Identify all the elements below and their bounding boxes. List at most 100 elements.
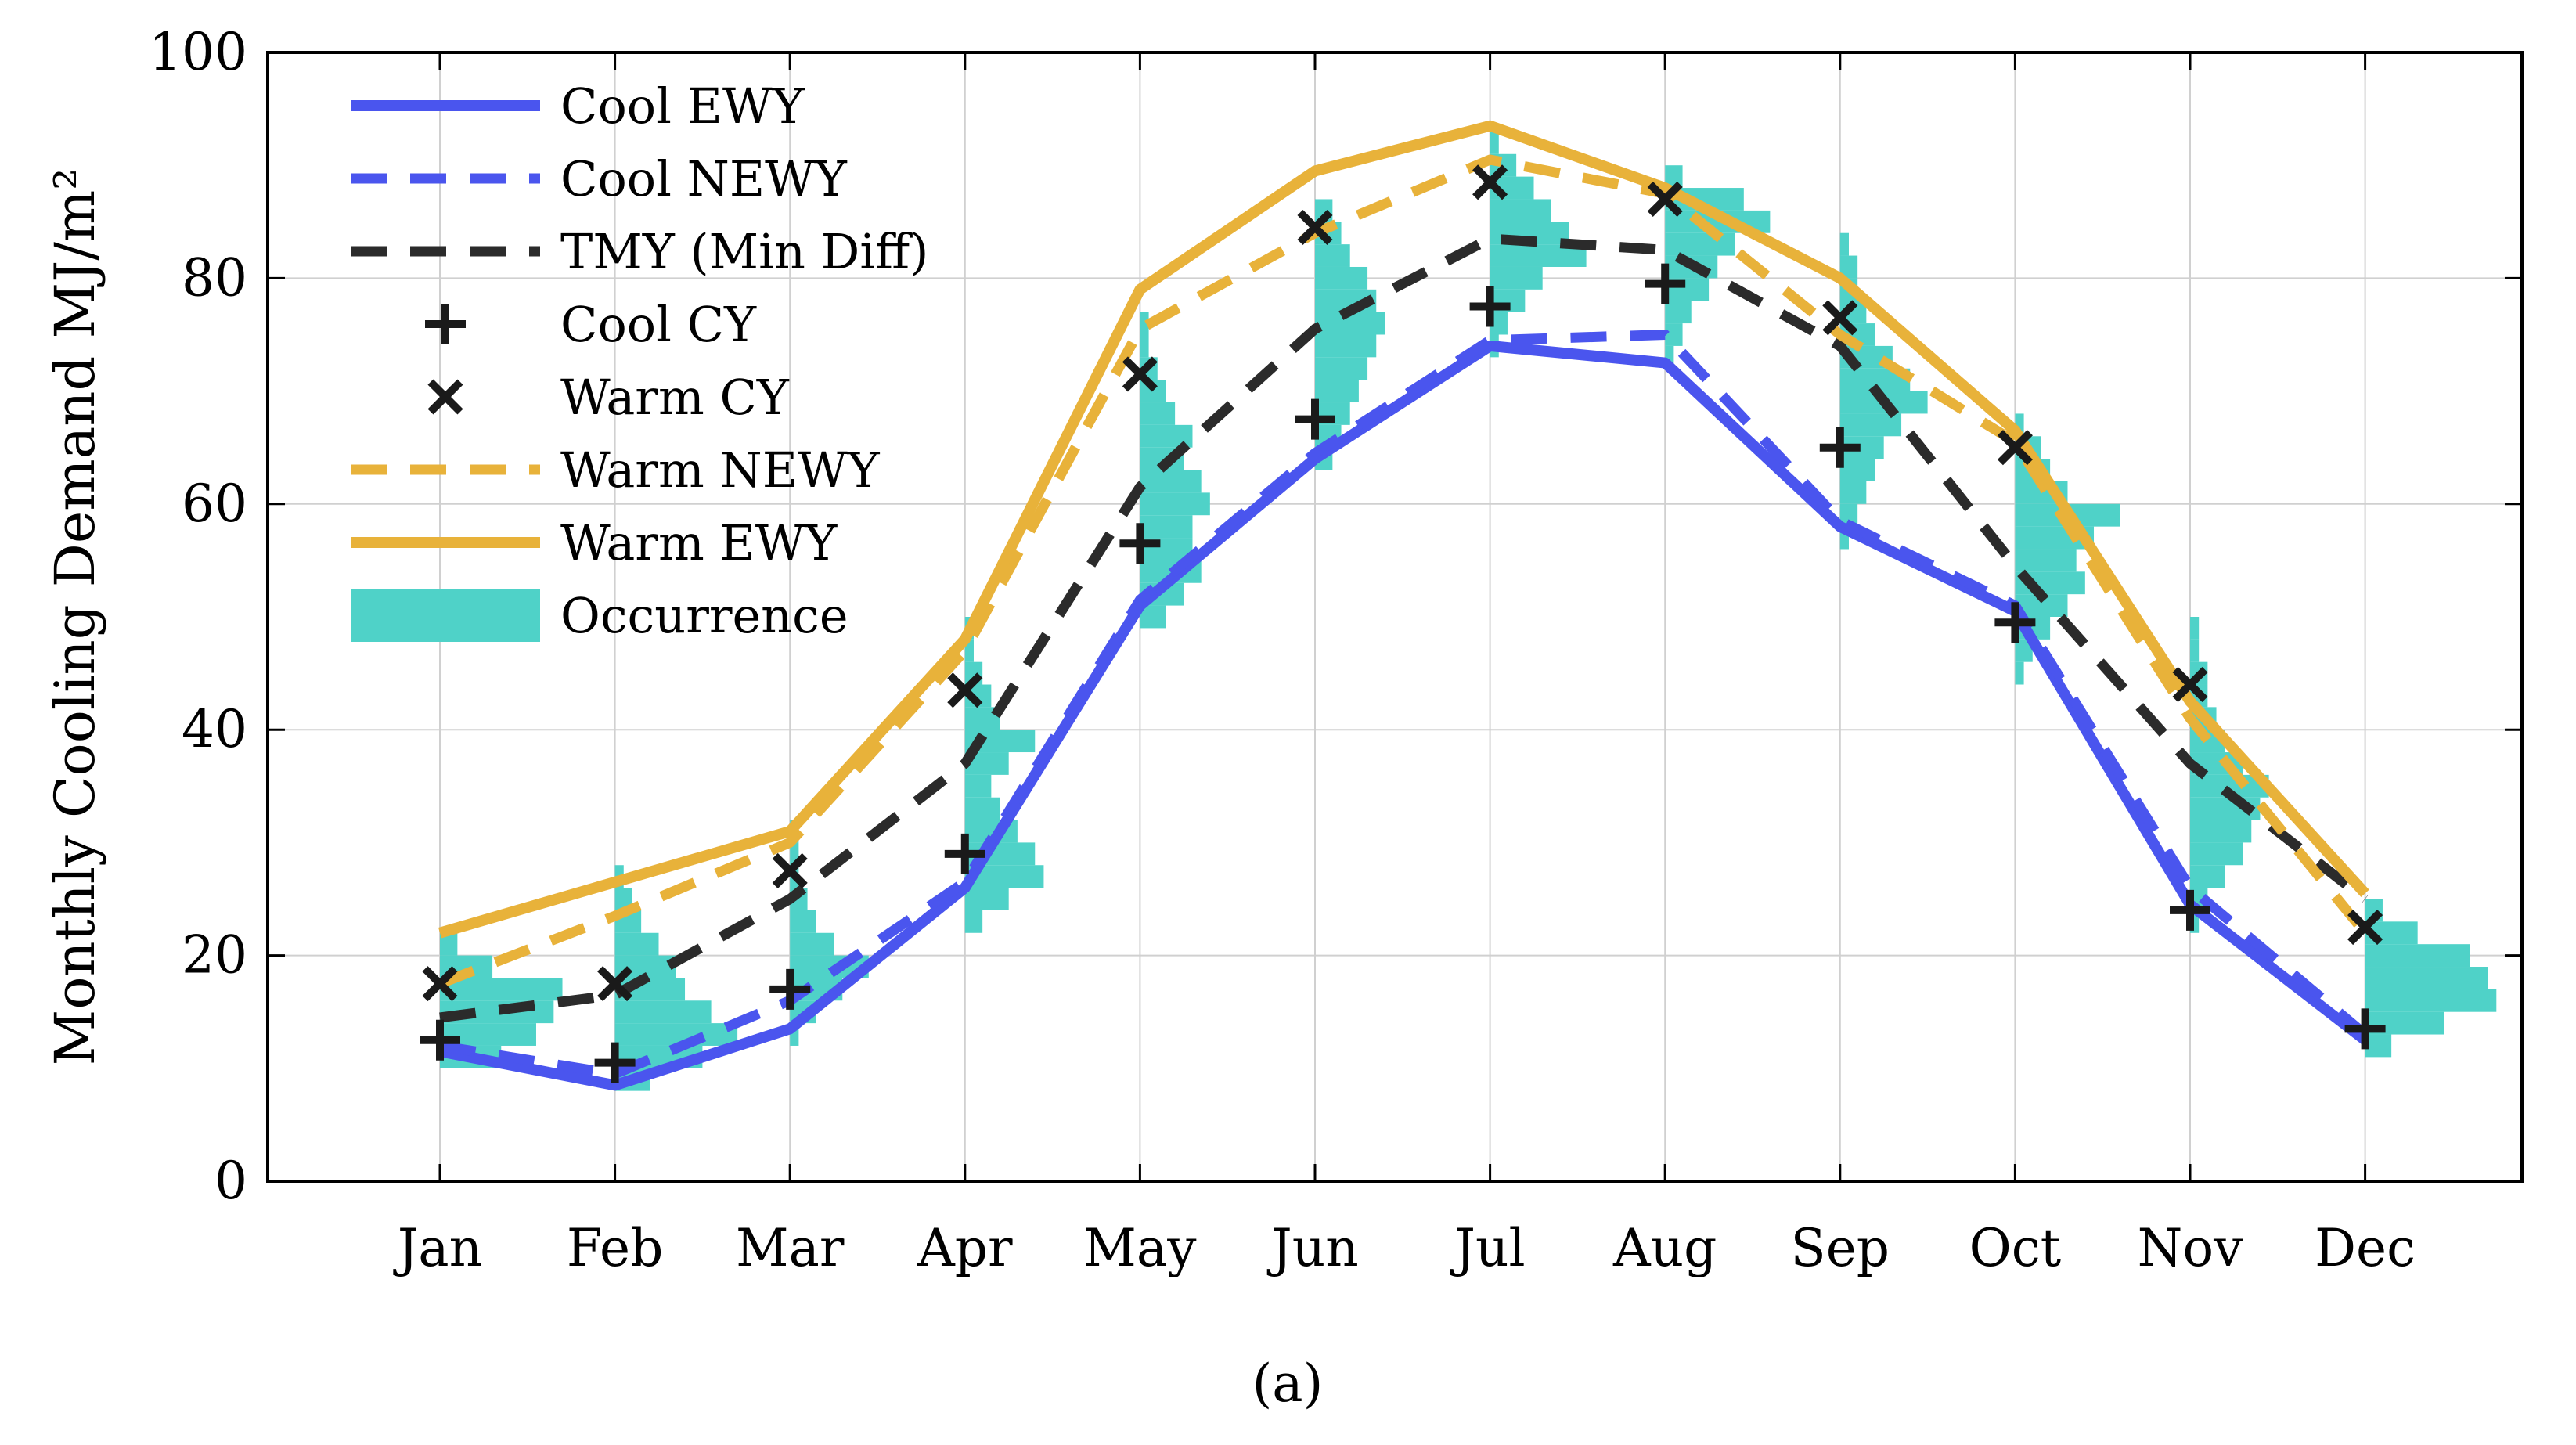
legend-item-cool-newy: Cool NEWY: [351, 150, 848, 207]
occurrence-bar-jun-74: [1315, 334, 1377, 358]
occurrence-bar-aug-83: [1665, 232, 1735, 256]
occurrence-bar-jul-80: [1490, 266, 1543, 290]
marker-cool-cy-mar: [769, 968, 811, 1010]
occurrence-bar-mar-29: [790, 842, 799, 866]
marker-warm-cy-sep-b: [1822, 300, 1858, 336]
marker-warm-cy-sep: [1822, 300, 1858, 336]
occurrence-bar-may-60: [1140, 492, 1210, 516]
marker-cool-cy-jan: [420, 1019, 460, 1061]
x-tick-label-apr: Apr: [917, 1218, 1013, 1278]
marker-cool-cy-sep: [1819, 427, 1861, 468]
occurrence-bar-nov-29: [2190, 842, 2243, 866]
occurrence-bar-sep-57: [1839, 526, 1849, 550]
y-tick-label-0: 0: [214, 1151, 247, 1211]
occurrence-bar-may-62: [1140, 470, 1202, 493]
legend-item-cool-ewy: Cool EWY: [351, 77, 805, 135]
marker-warm-cy-jan: [422, 966, 458, 1002]
marker-cool-cy-oct: [1994, 602, 2036, 643]
occurrence-bar-jan-21: [440, 932, 458, 956]
occurrence-bar-feb-15: [614, 1000, 712, 1024]
occurrence-bar-aug-89: [1665, 165, 1683, 189]
legend-swatch-cool-cy: [425, 304, 466, 344]
occurrence-bar-feb-21: [614, 932, 659, 956]
occurrence-bar-may-58: [1140, 515, 1193, 539]
legend-item-cool-cy: Cool CY: [425, 296, 757, 353]
occurrence-bar-nov-27: [2190, 865, 2225, 888]
occurrence-bar-sep-61: [1839, 481, 1867, 504]
marker-warm-cy-dec: [2347, 910, 2383, 946]
x-tick-label-aug: Aug: [1612, 1218, 1717, 1278]
marker-warm-cy-jun-b: [1297, 209, 1333, 246]
occurrence-bar-may-76: [1140, 312, 1149, 335]
legend-label-cool-cy: Cool CY: [560, 296, 757, 353]
legend-label-cool-newy: Cool NEWY: [560, 150, 848, 207]
occurrence-bar-jan-17: [440, 978, 563, 1001]
x-tick-label-oct: Oct: [1969, 1218, 2062, 1278]
occurrence-bar-aug-75: [1665, 323, 1683, 346]
marker-warm-cy-may: [1122, 356, 1158, 392]
axis-ticks: [268, 51, 2522, 1183]
occurrence-bar-apr-23: [964, 910, 983, 933]
marker-warm-cy-oct-b: [1997, 430, 2033, 466]
x-tick-label-jul: Jul: [1450, 1218, 1526, 1278]
occurrence-bar-jul-86: [1490, 199, 1551, 222]
marker-cool-cy-apr: [944, 833, 985, 874]
occurrence-bar-oct-45: [2015, 661, 2024, 685]
occurrence-bar-dec-20: [2365, 944, 2470, 968]
occurrence-bar-dec-18: [2365, 967, 2488, 989]
legend-item-warm-newy: Warm NEWY: [351, 441, 881, 499]
legend-label-warm-newy: Warm NEWY: [560, 441, 881, 499]
occurrence-bar-sep-83: [1839, 232, 1849, 256]
occurrence-bar-mar-13: [790, 1023, 799, 1046]
marker-warm-cy-may-b: [1122, 356, 1158, 392]
occurrence-bar-feb-13: [614, 1023, 738, 1046]
occurrence-bar-oct-67: [2015, 413, 2024, 437]
occurrence-bar-nov-49: [2190, 617, 2200, 640]
marker-cool-cy-feb: [594, 1042, 636, 1083]
occurrence-bar-may-74: [1140, 334, 1149, 358]
x-tick-label-jan: Jan: [393, 1218, 482, 1278]
occurrence-bar-oct-55: [2015, 549, 2077, 572]
series-markers: [420, 164, 2386, 1083]
legend-label-warm-ewy: Warm EWY: [560, 514, 838, 571]
occurrence-bar-jun-72: [1315, 357, 1368, 380]
marker-warm-cy-jun: [1297, 209, 1333, 246]
legend: Cool EWY Cool NEWY TMY (Min Diff) Cool CY Wa…: [351, 77, 928, 644]
occurrence-bar-apr-33: [964, 797, 1000, 820]
marker-warm-cy-jul-b: [1472, 164, 1508, 200]
marker-warm-cy-feb: [597, 966, 633, 1002]
occurrence-bar-mar-23: [790, 910, 816, 933]
occurrence-bar-jul-92: [1490, 131, 1499, 154]
occurrence-bar-jun-80: [1315, 266, 1368, 290]
occurrence-bar-jun-70: [1315, 380, 1359, 403]
legend-label-occurrence: Occurrence: [560, 587, 848, 644]
occurrence-bar-oct-47: [2015, 639, 2033, 662]
legend-item-warm-ewy: Warm EWY: [351, 514, 838, 571]
marker-warm-cy-jul: [1472, 164, 1508, 200]
occurrence-bar-jun-82: [1315, 244, 1350, 267]
occurrence-bar-feb-25: [614, 888, 632, 910]
marker-warm-cy-dec-b: [2347, 910, 2383, 946]
marker-warm-cy-apr: [947, 672, 983, 708]
x-tick-label-mar: Mar: [736, 1218, 845, 1278]
y-tick-label-60: 60: [182, 474, 247, 534]
marker-cool-cy-nov: [2170, 889, 2210, 931]
marker-warm-cy-aug-b: [1647, 181, 1683, 217]
marker-warm-cy-nov: [2172, 666, 2208, 703]
x-tick-label-feb: Feb: [567, 1218, 664, 1278]
y-tick-label-80: 80: [182, 247, 247, 308]
marker-cool-cy-aug: [1645, 263, 1686, 304]
occurrence-bar-jul-76: [1490, 312, 1508, 335]
occurrence-bar-apr-47: [964, 639, 974, 662]
occurrence-bar-dec-12: [2365, 1034, 2392, 1058]
y-tick-label-100: 100: [149, 22, 247, 82]
tick-labels: Jan Feb Mar Apr May Jun Jul Aug Sep Oct Nov Dec 0 20 4…: [149, 22, 2416, 1278]
occurrence-bar-apr-25: [964, 888, 1009, 910]
occurrence-bar-nov-31: [2190, 820, 2252, 843]
marker-warm-cy-jan-b: [422, 966, 458, 1002]
occurrence-bar-dec-16: [2365, 989, 2497, 1012]
marker-warm-cy-apr-b: [947, 672, 983, 708]
legend-item-occurrence: Occurrence: [351, 587, 848, 644]
